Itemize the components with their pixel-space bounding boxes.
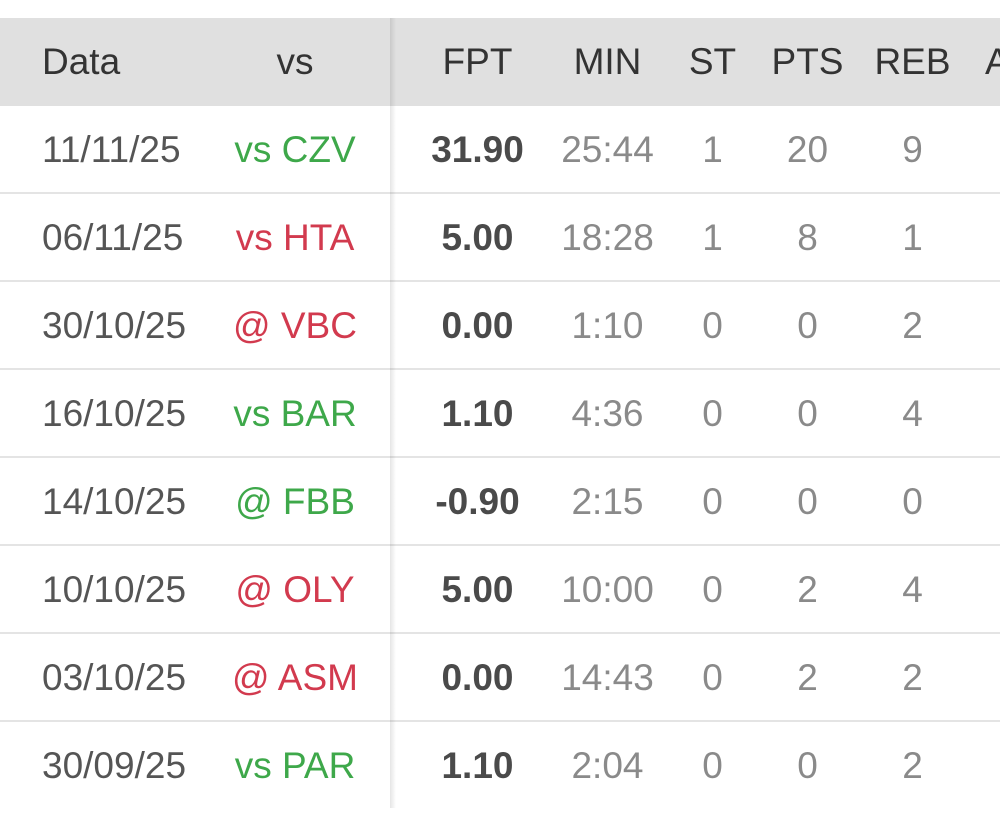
table-row[interactable]: 30/10/25 @ VBC 0.00 1:10 0 0 2: [0, 282, 1000, 370]
row-min: 2:15: [571, 481, 644, 522]
row-date: 06/11/25: [42, 217, 184, 258]
table-header: Data vs FPT MIN ST PTS REB A: [0, 18, 1000, 106]
column-header-min[interactable]: MIN: [573, 41, 642, 82]
row-date: 10/10/25: [42, 569, 187, 610]
row-pts: 8: [797, 217, 818, 258]
row-fpt: 5.00: [441, 217, 514, 258]
row-pts: 0: [797, 305, 818, 346]
row-date: 30/10/25: [42, 305, 187, 346]
row-fpt: -0.90: [435, 481, 520, 522]
row-min: 18:28: [561, 217, 654, 258]
row-date: 30/09/25: [42, 745, 187, 786]
column-header-opponent[interactable]: vs: [276, 41, 314, 82]
table-body: 11/11/25 vs CZV 31.90 25:44 1 20 9 06/11/25 vs H…: [0, 106, 1000, 810]
row-reb: 2: [902, 305, 923, 346]
row-reb: 2: [902, 745, 923, 786]
frozen-column-shadow: [390, 18, 396, 808]
row-opponent[interactable]: vs HTA: [235, 217, 355, 258]
row-min: 1:10: [571, 305, 644, 346]
row-date: 11/11/25: [42, 129, 181, 170]
column-header-reb[interactable]: REB: [874, 41, 951, 82]
row-reb: 4: [902, 569, 923, 610]
row-pts: 0: [797, 393, 818, 434]
column-header-date[interactable]: Data: [42, 41, 121, 82]
column-header-st[interactable]: ST: [688, 41, 737, 82]
row-min: 25:44: [561, 129, 654, 170]
row-reb: 0: [902, 481, 923, 522]
row-min: 4:36: [571, 393, 644, 434]
row-fpt: 31.90: [431, 129, 524, 170]
row-pts: 20: [786, 129, 829, 170]
row-min: 10:00: [561, 569, 654, 610]
row-st: 1: [702, 217, 723, 258]
table-row[interactable]: 03/10/25 @ ASM 0.00 14:43 0 2 2: [0, 634, 1000, 722]
row-st: 0: [702, 657, 723, 698]
column-header-fpt[interactable]: FPT: [442, 41, 513, 82]
row-reb: 1: [902, 217, 923, 258]
row-reb: 2: [902, 657, 923, 698]
row-fpt: 1.10: [441, 745, 514, 786]
row-opponent[interactable]: vs BAR: [233, 393, 357, 434]
row-fpt: 1.10: [441, 393, 514, 434]
row-pts: 0: [797, 745, 818, 786]
row-fpt: 5.00: [441, 569, 514, 610]
row-opponent[interactable]: @ OLY: [235, 569, 355, 610]
game-log-table: Data vs FPT MIN ST PTS REB A 11/11/25 vs …: [0, 18, 1000, 810]
row-pts: 0: [797, 481, 818, 522]
row-pts: 2: [797, 569, 818, 610]
table-row[interactable]: 10/10/25 @ OLY 5.00 10:00 0 2 4: [0, 546, 1000, 634]
row-st: 0: [702, 481, 723, 522]
row-date: 16/10/25: [42, 393, 187, 434]
row-opponent[interactable]: @ ASM: [232, 657, 358, 698]
table-row[interactable]: 06/11/25 vs HTA 5.00 18:28 1 8 1: [0, 194, 1000, 282]
row-min: 2:04: [571, 745, 644, 786]
table-row[interactable]: 16/10/25 vs BAR 1.10 4:36 0 0 4: [0, 370, 1000, 458]
table-row[interactable]: 30/09/25 vs PAR 1.10 2:04 0 0 2: [0, 722, 1000, 810]
row-pts: 2: [797, 657, 818, 698]
row-st: 0: [702, 393, 723, 434]
row-st: 0: [702, 745, 723, 786]
column-header-pts[interactable]: PTS: [771, 41, 844, 82]
row-opponent[interactable]: @ VBC: [233, 305, 357, 346]
row-reb: 4: [902, 393, 923, 434]
row-min: 14:43: [561, 657, 654, 698]
column-header-ast[interactable]: A: [985, 41, 1000, 82]
table-row[interactable]: 14/10/25 @ FBB -0.90 2:15 0 0 0: [0, 458, 1000, 546]
row-fpt: 0.00: [441, 305, 514, 346]
row-fpt: 0.00: [441, 657, 514, 698]
row-opponent[interactable]: vs PAR: [234, 745, 356, 786]
row-st: 1: [702, 129, 723, 170]
row-st: 0: [702, 305, 723, 346]
row-opponent[interactable]: vs CZV: [234, 129, 356, 170]
table-row[interactable]: 11/11/25 vs CZV 31.90 25:44 1 20 9: [0, 106, 1000, 194]
row-reb: 9: [902, 129, 923, 170]
row-opponent[interactable]: @ FBB: [235, 481, 355, 522]
row-st: 0: [702, 569, 723, 610]
row-date: 14/10/25: [42, 481, 187, 522]
row-date: 03/10/25: [42, 657, 187, 698]
